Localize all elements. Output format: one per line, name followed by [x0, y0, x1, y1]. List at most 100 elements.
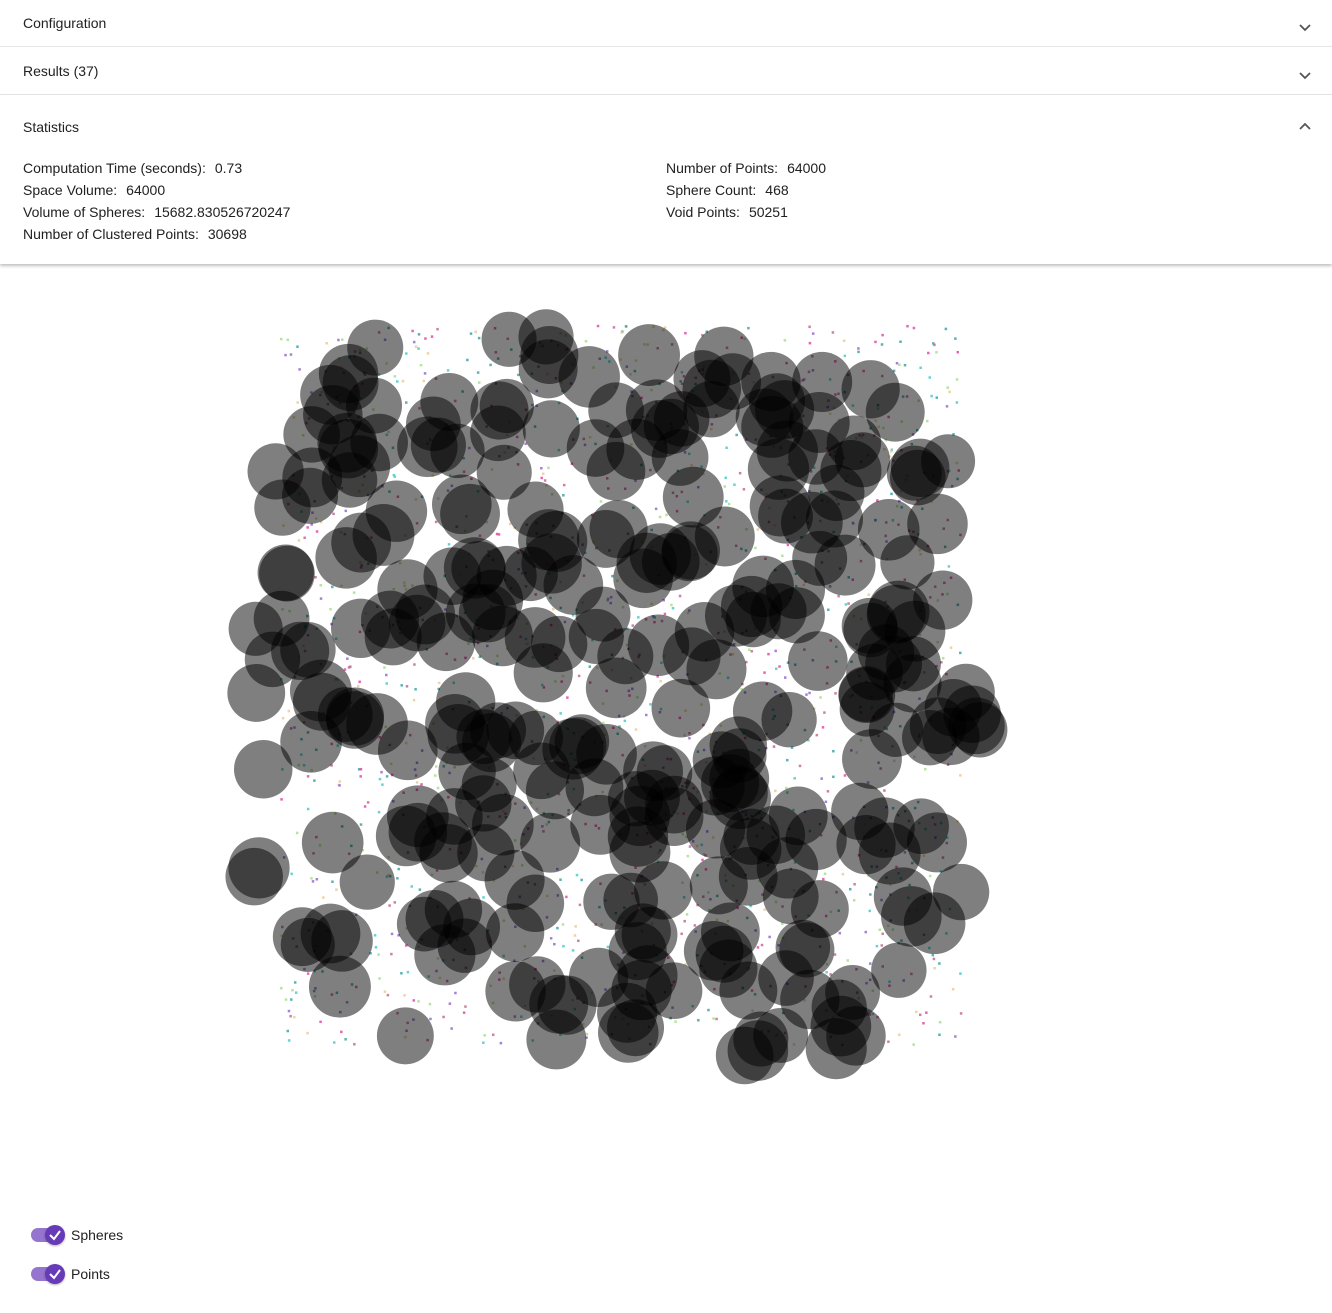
point	[412, 340, 416, 344]
point	[373, 934, 377, 937]
point	[417, 347, 420, 350]
chevron-icon[interactable]	[1298, 121, 1312, 131]
point	[396, 877, 399, 880]
point	[359, 823, 363, 826]
sphere	[871, 942, 927, 998]
stat-row: Space Volume: 64000	[23, 179, 290, 201]
point	[577, 674, 581, 678]
point	[329, 607, 332, 611]
point	[286, 1029, 290, 1033]
point	[482, 896, 485, 899]
point	[414, 345, 418, 348]
sphere	[839, 681, 895, 737]
toggle-switch[interactable]: Spheres	[31, 1223, 123, 1247]
point	[955, 401, 959, 404]
point	[330, 764, 333, 767]
toggle-label: Points	[71, 1266, 110, 1282]
point	[750, 650, 754, 653]
sphere	[719, 818, 782, 880]
point	[524, 442, 527, 446]
sphere	[376, 1007, 434, 1065]
point	[404, 944, 408, 947]
sphere	[825, 965, 880, 1020]
point	[831, 331, 835, 334]
sphere	[906, 812, 967, 873]
sphere	[377, 720, 438, 781]
point	[346, 657, 349, 660]
point	[665, 513, 668, 517]
point	[844, 603, 848, 606]
point	[880, 343, 884, 346]
point	[559, 878, 562, 881]
point	[419, 363, 423, 367]
point	[852, 899, 856, 902]
point	[411, 329, 414, 333]
point	[286, 338, 289, 342]
point	[686, 854, 690, 858]
point	[454, 991, 457, 995]
point	[805, 693, 808, 696]
accordion-panel: Configuration	[0, 0, 1332, 47]
sphere	[775, 919, 831, 975]
sphere	[733, 1011, 789, 1067]
point	[774, 649, 777, 653]
panel-title[interactable]: Results (37)	[23, 63, 99, 79]
stat-row: Number of Points: 64000	[666, 157, 826, 179]
sphere	[661, 525, 718, 582]
point	[783, 339, 787, 342]
point	[654, 507, 658, 511]
point	[571, 949, 575, 952]
point	[388, 904, 391, 907]
point	[401, 379, 405, 383]
point	[869, 893, 872, 896]
point	[311, 880, 315, 883]
panel-title[interactable]: Statistics	[23, 119, 80, 135]
point	[725, 446, 728, 450]
sphere	[259, 545, 315, 602]
chevron-icon[interactable]	[1298, 71, 1312, 81]
sphere	[405, 889, 464, 948]
sphere	[709, 716, 768, 774]
stat-value: 468	[765, 182, 789, 198]
panel-title[interactable]: Configuration	[23, 15, 107, 31]
point	[535, 709, 538, 712]
point	[574, 925, 577, 928]
sphere	[282, 447, 343, 508]
point	[612, 326, 616, 329]
point	[482, 1041, 485, 1044]
point	[903, 363, 907, 367]
point	[418, 888, 422, 891]
chevron	[1299, 122, 1311, 130]
point	[335, 888, 338, 891]
point	[540, 466, 543, 470]
point-cloud-view[interactable]	[0, 264, 1332, 1144]
point	[624, 325, 628, 328]
point	[289, 1014, 292, 1018]
sphere	[522, 400, 580, 458]
point	[944, 327, 948, 331]
point	[562, 483, 566, 487]
point	[287, 1009, 291, 1013]
point	[417, 1000, 420, 1003]
point	[785, 786, 788, 790]
point	[420, 783, 423, 786]
point	[947, 565, 951, 568]
point	[684, 331, 687, 335]
point	[437, 681, 441, 685]
point	[585, 1032, 589, 1036]
sphere	[952, 702, 1008, 758]
point	[825, 971, 828, 974]
point	[349, 665, 352, 668]
point	[293, 981, 297, 984]
point	[853, 883, 856, 886]
spheres	[225, 309, 1008, 1085]
sphere	[430, 423, 485, 479]
sphere	[907, 493, 968, 555]
toggle-switch[interactable]: Points	[31, 1262, 110, 1286]
point	[562, 944, 565, 948]
chevron-icon[interactable]	[1298, 23, 1312, 33]
point	[956, 350, 959, 354]
accordion-panel: Statistics Computation Time (seconds): 0.7…	[0, 95, 1332, 264]
sphere	[644, 787, 704, 846]
point	[637, 616, 640, 619]
